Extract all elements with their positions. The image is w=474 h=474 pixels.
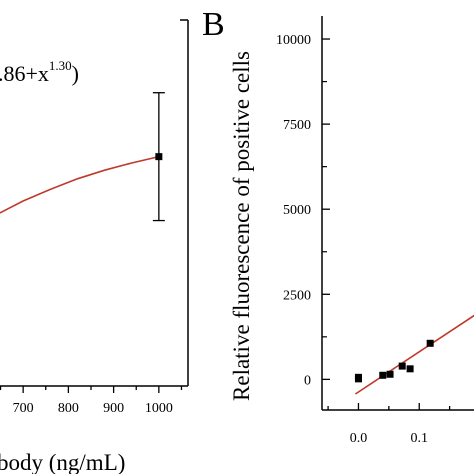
equation-exponent: 1.30 — [49, 58, 72, 73]
panel-b-data-point — [354, 375, 362, 383]
panel-b-x-tick-label: 0.0 — [350, 431, 368, 446]
panel-b-y-ticks: 0 2500 5000 7500 10000 — [276, 33, 330, 388]
panel-b-letter: B — [202, 6, 225, 43]
panel-a-x-tick-label: 1000 — [145, 401, 173, 416]
panel-b-y-tick-label: 5000 — [283, 203, 311, 218]
panel-a-x-tick-label: 700 — [13, 401, 34, 416]
panel-a-chart: 700 800 900 1000 .86+x1.30) body (ng/mL) — [0, 19, 189, 474]
panel-b-fit-line — [354, 314, 474, 395]
equation-suffix: ) — [72, 61, 79, 86]
panel-a-fit-line — [0, 155, 160, 214]
equation-prefix: .86+x — [0, 61, 49, 86]
panel-a-equation: .86+x1.30) — [0, 58, 79, 86]
panel-b-x-tick-label: 0.1 — [410, 431, 428, 446]
panel-b-data-point — [398, 362, 406, 370]
panel-b-data-points — [354, 339, 434, 383]
panel-a-data-point — [155, 153, 163, 161]
panel-b-y-tick-label: 2500 — [283, 288, 311, 303]
panel-b-x-ticks: 0.0 0.1 — [327, 403, 451, 446]
panel-b-data-point — [426, 339, 434, 347]
panel-b-chart: B 0.0 0.1 0 2500 5000 7500 10000 Relative flu… — [202, 6, 474, 446]
panel-a-x-ticks: 700 800 900 1000 — [0, 386, 183, 416]
panel-b-y-tick-label: 10000 — [276, 33, 311, 48]
panel-b-data-point — [386, 370, 394, 378]
panel-b-y-tick-label: 0 — [304, 373, 311, 388]
panel-b-fit-line — [354, 314, 474, 395]
panel-a-x-axis-title: body (ng/mL) — [0, 450, 125, 474]
panel-b-data-point — [406, 365, 414, 373]
panel-b-data-point — [379, 371, 387, 379]
panel-a-fit-curve — [0, 155, 160, 214]
panel-b-y-tick-label: 7500 — [283, 118, 311, 133]
panel-a-axes — [0, 19, 189, 387]
panel-a-x-tick-label: 900 — [103, 401, 124, 416]
panel-a-data-points — [152, 92, 165, 222]
panel-b-y-axis-title: Relative fluorescence of positive cells — [229, 51, 254, 401]
panel-a-x-tick-label: 800 — [58, 401, 79, 416]
panel-b-axes — [321, 16, 474, 411]
